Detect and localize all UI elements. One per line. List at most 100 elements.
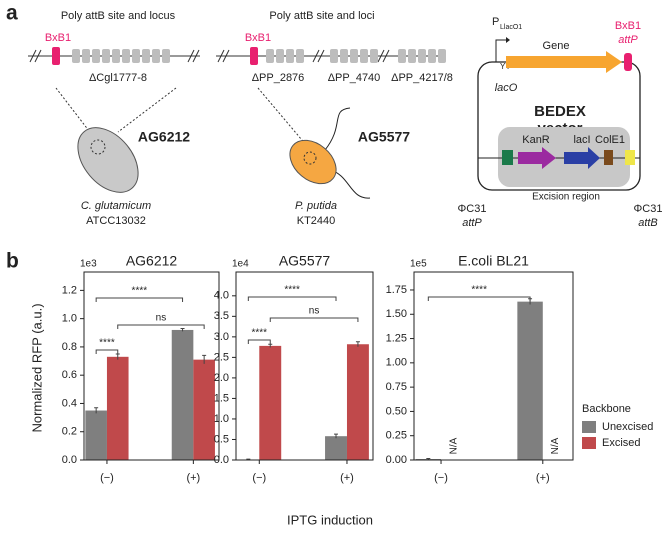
y-tick-label: 1.50	[386, 308, 407, 320]
y-tick-label: 0.6	[62, 369, 77, 381]
annotation: ns	[309, 306, 320, 317]
x-tick-label: (−)	[252, 472, 266, 484]
x-tick-label: (−)	[434, 472, 448, 484]
gene-box	[398, 49, 406, 63]
bar	[171, 329, 194, 460]
value-label: N/A	[550, 437, 561, 454]
nucleoid	[303, 151, 317, 165]
bar	[346, 344, 369, 460]
flagella	[324, 107, 371, 199]
species: C. glutamicum	[81, 200, 151, 212]
y-tick-label: 2.5	[214, 351, 229, 363]
annotation: ****	[132, 286, 148, 297]
x-tick-label: (+)	[340, 472, 354, 484]
y-tick-label: 0.4	[62, 397, 77, 409]
x-tick-label: (+)	[186, 472, 200, 484]
gene-box	[296, 49, 304, 63]
break-marks	[29, 49, 200, 63]
gene-box	[276, 49, 284, 63]
bar	[517, 301, 543, 460]
bar	[106, 356, 129, 460]
y-tick-label: 0.5	[214, 433, 229, 445]
y-tick-label: 0.50	[386, 405, 407, 417]
strain-name: AG5577	[358, 129, 410, 145]
panel-label: a	[6, 2, 18, 25]
annotation: ns	[156, 313, 167, 324]
part-label: ColE1	[595, 134, 625, 146]
y-tick-label: 0.00	[386, 454, 407, 466]
break-marks	[217, 49, 390, 63]
bar	[85, 410, 107, 460]
gene-box	[370, 49, 378, 63]
y-tick-label: 0.25	[386, 430, 407, 442]
site-label: BxB1	[245, 32, 271, 44]
promoter-arrow	[495, 39, 508, 62]
y-tick-label: 3.5	[214, 310, 229, 322]
offset-label: 1e4	[232, 259, 249, 270]
bracket	[247, 296, 337, 301]
error-bar	[94, 407, 99, 414]
y-tick-label: 0.75	[386, 381, 407, 393]
plot-frame	[413, 271, 574, 461]
gene-box	[132, 49, 140, 63]
site-label: BxB1	[615, 20, 641, 32]
gene-boxes	[266, 49, 446, 63]
bar	[325, 436, 347, 460]
gene-box	[418, 49, 426, 63]
promoter-sub: LlacO1	[500, 24, 522, 31]
bracket	[117, 324, 205, 329]
legend-swatch	[582, 437, 596, 449]
chart-title: AG5577	[279, 253, 331, 269]
site-type: attP	[618, 34, 638, 46]
strain-name: AG6212	[138, 129, 190, 145]
gene-box	[122, 49, 130, 63]
chart-title: E.coli BL21	[458, 253, 529, 269]
annotation: ****	[99, 338, 115, 349]
gene-box	[438, 49, 446, 63]
gene-label: Gene	[543, 40, 570, 52]
gene-box	[428, 49, 436, 63]
vector-name: BEDEX	[534, 103, 586, 120]
gene-boxes	[72, 49, 170, 63]
site-label: BxB1	[45, 32, 71, 44]
gene-box	[142, 49, 150, 63]
nucleoid	[90, 139, 106, 155]
attp-site	[624, 53, 632, 71]
y-tick-label: 4.0	[214, 290, 229, 302]
site-label: ΦC31	[458, 203, 487, 215]
laci-arrow	[564, 147, 600, 169]
region-label: Excision region	[532, 192, 600, 203]
attb-site	[625, 150, 635, 165]
legend-label: Unexcised	[602, 421, 653, 433]
locus-label: ΔPP_4217/8	[391, 72, 453, 84]
offset-label: 1e5	[410, 259, 427, 270]
bracket	[247, 339, 271, 344]
gene-box	[162, 49, 170, 63]
dotted-lines	[257, 87, 308, 147]
bracket	[95, 297, 184, 302]
gene-box	[350, 49, 358, 63]
x-tick-label: (−)	[100, 472, 114, 484]
gene-box	[102, 49, 110, 63]
promoter-arrow	[506, 37, 510, 43]
y-tick-label: 1.75	[386, 284, 407, 296]
y-tick-label: 1.00	[386, 357, 407, 369]
error-bar	[355, 341, 360, 347]
part-label: lacI	[573, 134, 590, 146]
error-bar	[202, 354, 207, 364]
gene-box	[408, 49, 416, 63]
y-axis-label: Normalized RFP (a.u.)	[29, 303, 44, 432]
attb-site	[52, 47, 60, 65]
y-tick-label: 0.0	[62, 454, 77, 466]
y-tick-label: 0.8	[62, 341, 77, 353]
chart-title: AG6212	[126, 253, 178, 269]
value-label: N/A	[448, 437, 459, 454]
gene-box	[340, 49, 348, 63]
bracket	[95, 349, 119, 354]
y-tick-label: 1.0	[62, 313, 77, 325]
y-tick-label: 1.2	[62, 284, 77, 296]
error-bar	[334, 433, 339, 439]
bar	[259, 345, 282, 460]
panel-label: b	[6, 250, 19, 273]
